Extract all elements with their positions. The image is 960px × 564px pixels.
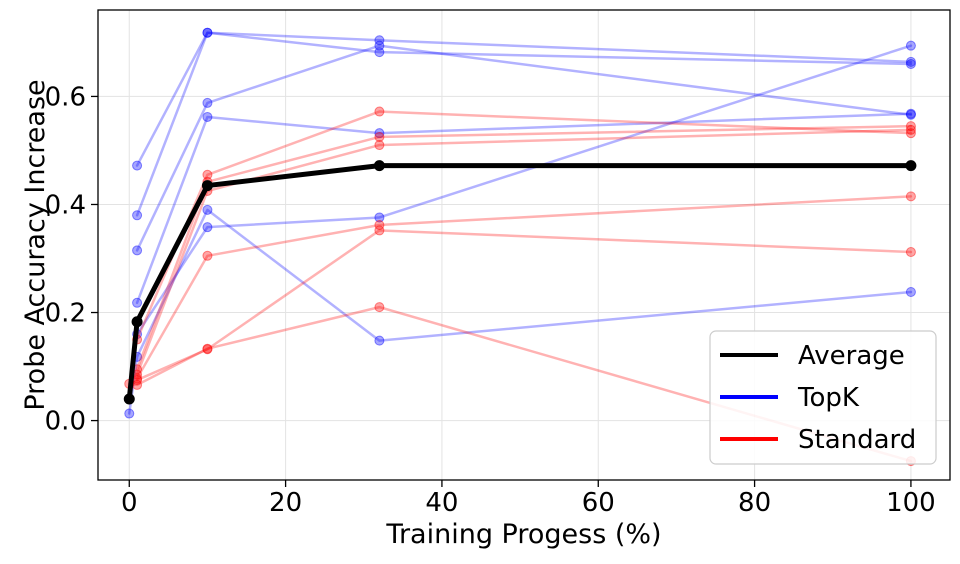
data-point-standard xyxy=(905,124,916,135)
data-point-standard xyxy=(132,379,143,390)
legend-label-average: Average xyxy=(798,341,905,371)
series-standard xyxy=(132,225,916,386)
series-standard xyxy=(132,191,916,384)
data-point-topk xyxy=(905,40,916,51)
data-point-topk xyxy=(374,212,385,223)
y-tick-label: 0.0 xyxy=(45,407,86,437)
data-point-topk xyxy=(905,109,916,120)
series-line-topk xyxy=(135,31,913,167)
data-point-standard xyxy=(202,250,213,261)
data-point-average xyxy=(905,160,917,172)
series-line-topk xyxy=(135,44,913,252)
data-point-topk xyxy=(374,335,385,346)
legend-label-topk: TopK xyxy=(797,383,860,413)
data-point-standard xyxy=(374,106,385,117)
y-tick-label: 0.6 xyxy=(45,82,86,112)
series-line-topk xyxy=(135,31,913,217)
data-point-topk xyxy=(132,210,143,221)
series-topk xyxy=(132,27,916,171)
data-point-standard xyxy=(905,247,916,258)
series-group xyxy=(123,27,917,467)
data-point-average xyxy=(201,180,213,192)
x-tick-label: 20 xyxy=(269,488,302,518)
data-point-standard xyxy=(374,131,385,142)
series-line-topk xyxy=(135,112,913,305)
data-point-topk xyxy=(132,297,143,308)
data-point-standard xyxy=(374,140,385,151)
y-tick-label: 0.4 xyxy=(45,190,86,220)
data-point-topk xyxy=(374,35,385,46)
series-line-standard xyxy=(135,124,913,371)
series-line-standard xyxy=(135,128,913,376)
grid xyxy=(98,10,950,480)
series-topk xyxy=(124,204,916,419)
data-point-topk xyxy=(905,108,916,119)
data-point-standard xyxy=(905,121,916,132)
data-point-standard xyxy=(905,191,916,202)
data-point-standard xyxy=(202,169,213,180)
plot-frame xyxy=(97,9,951,481)
series-line-topk xyxy=(135,44,913,336)
data-point-standard xyxy=(374,225,385,236)
series-topk xyxy=(132,108,916,308)
series-line-standard xyxy=(135,195,913,380)
series-line-standard xyxy=(135,229,913,382)
x-tick-label: 40 xyxy=(425,488,458,518)
data-point-topk xyxy=(124,408,135,419)
data-point-standard xyxy=(905,128,916,139)
series-line-topk xyxy=(128,208,913,415)
data-point-topk xyxy=(202,97,213,108)
y-tick-label: 0.2 xyxy=(45,299,86,329)
data-point-topk xyxy=(905,56,916,67)
data-point-topk xyxy=(202,111,213,122)
y-axis-label: Probe Accuracy Increase xyxy=(20,79,51,410)
data-point-topk xyxy=(202,27,213,38)
data-point-topk xyxy=(374,128,385,139)
data-point-topk xyxy=(905,287,916,297)
data-point-standard xyxy=(374,220,385,231)
data-point-average xyxy=(373,160,385,172)
series-line-standard xyxy=(128,305,913,463)
series-average xyxy=(123,160,917,405)
legend-label-standard: Standard xyxy=(798,425,916,455)
x-tick-label: 80 xyxy=(738,488,771,518)
x-tick-label: 0 xyxy=(121,488,138,518)
data-point-topk xyxy=(132,245,143,256)
data-point-topk xyxy=(905,59,916,70)
data-point-topk xyxy=(132,160,143,171)
legend: Average TopK Standard xyxy=(709,330,937,465)
series-topk xyxy=(132,40,916,340)
data-point-standard xyxy=(374,302,385,313)
data-point-standard xyxy=(202,343,213,354)
data-point-topk xyxy=(202,222,213,233)
data-point-standard xyxy=(202,344,213,355)
x-tick-label: 100 xyxy=(886,488,936,518)
x-axis-label: Training Progess (%) xyxy=(385,519,661,550)
legend-box xyxy=(709,330,937,465)
data-point-topk xyxy=(202,27,213,38)
data-point-topk xyxy=(374,47,385,58)
data-point-topk xyxy=(374,40,385,51)
x-tick-label: 60 xyxy=(582,488,615,518)
series-topk xyxy=(132,27,916,221)
ticks: 0 20 40 60 80 100 0.0 0.2 0.4 0.6 xyxy=(45,82,936,518)
series-topk xyxy=(132,40,916,256)
data-point-average xyxy=(131,316,143,328)
data-point-average xyxy=(123,393,135,405)
data-point-topk xyxy=(202,204,213,215)
